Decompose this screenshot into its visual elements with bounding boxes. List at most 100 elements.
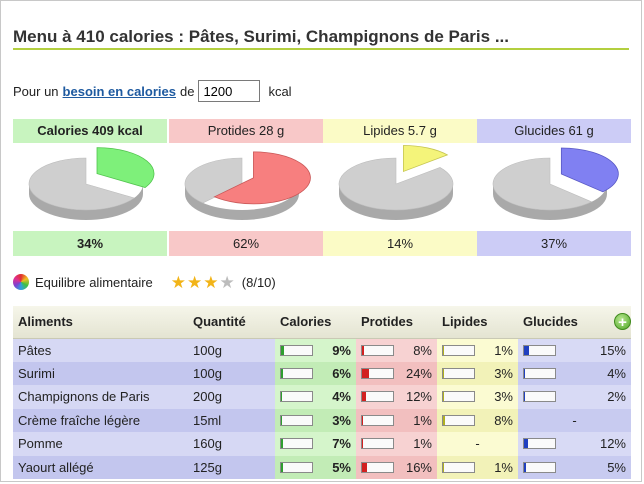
page-title: Menu à 410 calories : Pâtes, Surimi, Cha… <box>13 27 509 46</box>
glu-cell: - <box>518 408 631 432</box>
glu-value: 2% <box>607 389 626 405</box>
header-glucides[interactable]: Glucides <box>523 314 578 330</box>
lip-cell: 8% <box>437 408 518 432</box>
cal-value: 3% <box>332 412 351 428</box>
glu-bar <box>523 461 556 473</box>
cal-cell: 9% <box>275 338 356 362</box>
pro-cell: 1% <box>356 432 437 456</box>
glu-bar <box>523 391 556 403</box>
pro-cell: 8% <box>356 338 437 362</box>
pie-remainder-slice <box>184 157 243 204</box>
cal-cell: 4% <box>275 385 356 409</box>
glu-value: 4% <box>607 365 626 381</box>
nutrient-percent: 62% <box>169 231 323 256</box>
table-row[interactable]: Surimi 100g 6% 24% 3% 4% <box>13 361 631 385</box>
glu-bar-fill <box>524 392 525 402</box>
food-quantity: 160g <box>188 432 275 456</box>
pro-cell: 12% <box>356 385 437 409</box>
pro-bar-fill <box>362 462 367 472</box>
star-icon: ★ <box>219 272 235 292</box>
glu-bar <box>523 344 556 356</box>
glu-value: - <box>572 412 577 428</box>
add-food-icon[interactable]: + <box>614 313 631 331</box>
pie-remainder-slice <box>28 157 135 211</box>
need-middle: de <box>179 83 195 99</box>
pro-value: 8% <box>413 342 432 358</box>
calorie-need-input[interactable] <box>198 80 261 102</box>
lip-cell: 1% <box>437 455 518 479</box>
glu-cell: 5% <box>518 455 631 479</box>
food-quantity: 125g <box>188 455 275 479</box>
title-underline <box>13 48 629 50</box>
pro-cell: 24% <box>356 361 437 385</box>
pro-bar <box>361 391 394 403</box>
table-body: Pâtes 100g 9% 8% 1% 15% Surimi 100g 6% 24% 3% 4% Cha… <box>13 338 631 479</box>
pro-value: 1% <box>413 412 432 428</box>
pie-value-slice <box>560 147 619 193</box>
food-name: Crème fraîche légère <box>13 408 188 432</box>
table-row[interactable]: Champignons de Paris 200g 4% 12% 3% 2% <box>13 385 631 409</box>
lip-cell: 3% <box>437 385 518 409</box>
pro-cell: 1% <box>356 408 437 432</box>
cal-bar-fill <box>281 439 284 449</box>
lip-bar <box>442 391 475 403</box>
table-row[interactable]: Pomme 160g 7% 1% - 12% <box>13 432 631 456</box>
lip-bar-fill <box>443 462 444 472</box>
cal-bar-fill <box>281 462 283 472</box>
food-quantity: 100g <box>188 361 275 385</box>
food-quantity: 15ml <box>188 408 275 432</box>
pro-value: 12% <box>405 389 432 405</box>
cal-value: 4% <box>332 389 351 405</box>
food-quantity: 200g <box>188 385 275 409</box>
cal-value: 5% <box>332 459 351 475</box>
nutrient-label: Protides 28 g <box>169 119 323 143</box>
pro-bar-fill <box>362 345 365 355</box>
lip-cell: 3% <box>437 361 518 385</box>
table-row[interactable]: Yaourt allégé 125g 5% 16% 1% 5% <box>13 455 631 479</box>
color-wheel-icon <box>13 274 29 290</box>
cal-cell: 7% <box>275 432 356 456</box>
pie-value-slice <box>213 151 311 205</box>
glu-bar-fill <box>524 368 526 378</box>
lip-value: 1% <box>494 459 513 475</box>
header-protides[interactable]: Protides <box>356 306 437 339</box>
header-quantite[interactable]: Quantité <box>188 306 275 339</box>
need-prefix: Pour un <box>13 83 59 99</box>
nutrient-label: Glucides 61 g <box>477 119 631 143</box>
food-name: Pâtes <box>13 338 188 362</box>
nutrient-pie <box>169 144 323 230</box>
nutrient-pie <box>323 144 477 230</box>
header-calories[interactable]: Calories <box>275 306 356 339</box>
lip-bar-fill <box>443 415 446 425</box>
pro-bar <box>361 461 394 473</box>
lip-bar <box>442 367 475 379</box>
cal-bar-fill <box>281 392 283 402</box>
need-unit: kcal <box>268 83 292 99</box>
table-row[interactable]: Pâtes 100g 9% 8% 1% 15% <box>13 338 631 362</box>
cal-value: 6% <box>332 365 351 381</box>
calorie-need-link[interactable]: besoin en calories <box>62 83 176 99</box>
header-aliments[interactable]: Aliments <box>13 306 188 339</box>
pie-remainder-slice <box>492 157 593 211</box>
food-quantity: 100g <box>188 338 275 362</box>
cal-value: 7% <box>332 436 351 452</box>
balance-row: Equilibre alimentaire ★ ★ ★ ★ (8/10) <box>13 271 276 293</box>
glu-value: 5% <box>607 459 626 475</box>
nutrient-label: Calories 409 kcal <box>13 119 167 143</box>
nutrient-label: Lipides 5.7 g <box>323 119 477 143</box>
table-header-row: Aliments Quantité Calories Protides Lipi… <box>13 306 631 339</box>
glu-bar <box>523 438 556 450</box>
pie-value-slice <box>403 145 449 173</box>
cal-bar <box>280 414 313 426</box>
pro-value: 1% <box>413 436 432 452</box>
header-lipides[interactable]: Lipides <box>437 306 518 339</box>
pro-bar <box>361 344 394 356</box>
lip-value: 3% <box>494 365 513 381</box>
pro-bar <box>361 438 394 450</box>
lip-bar-fill <box>443 392 444 402</box>
cal-bar <box>280 438 313 450</box>
table-row[interactable]: Crème fraîche légère 15ml 3% 1% 8% - <box>13 408 631 432</box>
balance-score: (8/10) <box>241 274 276 290</box>
food-name: Surimi <box>13 361 188 385</box>
pro-bar-fill <box>362 439 363 449</box>
